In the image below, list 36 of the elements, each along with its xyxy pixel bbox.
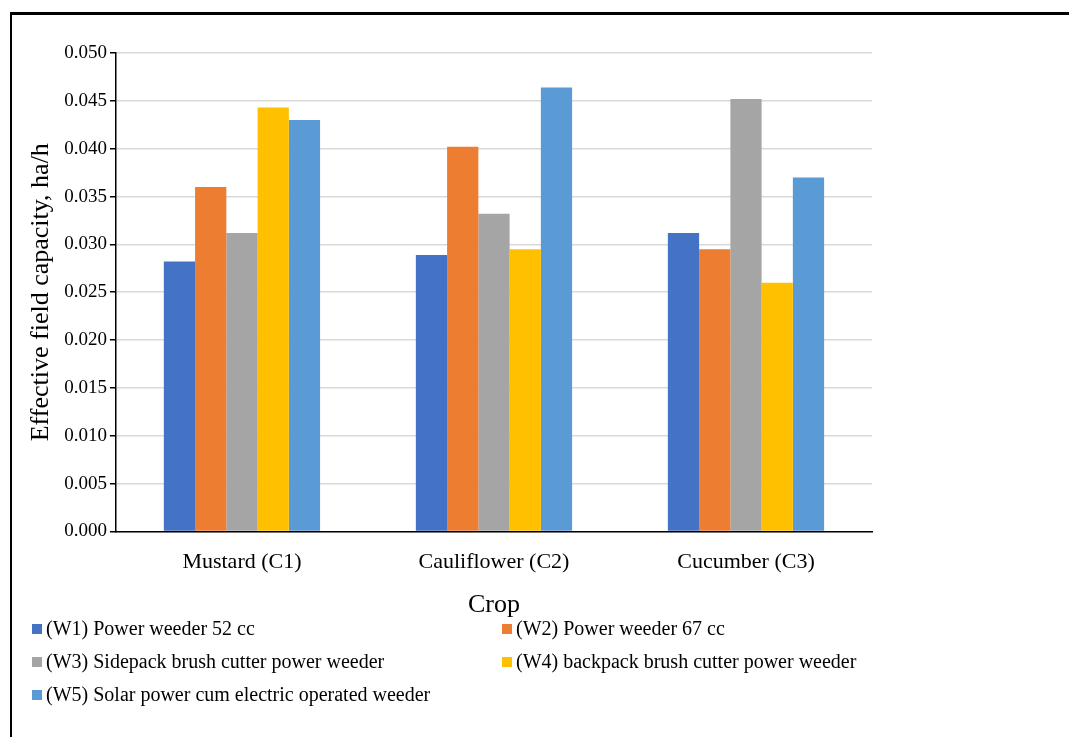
y-tick-label: 0.025 [64,280,107,302]
bar [195,186,227,531]
bar [699,249,731,531]
bar [447,146,479,531]
bar [792,177,825,531]
y-axis-title: Effective field capacity, ha/h [25,143,55,442]
x-tick-label: Cauliflower (C2) [418,548,570,574]
bar [288,119,321,531]
bar [415,254,448,531]
x-axis-title: Crop [467,589,520,619]
y-tick-label: 0.005 [64,471,107,493]
bar [226,232,258,531]
legend-label: (W3) Sidepack brush cutter power weeder [46,650,385,673]
y-tick-label: 0.015 [64,375,107,397]
y-tick-label: 0.045 [64,88,107,110]
y-tick-label: 0.040 [64,136,107,158]
bar [540,87,573,531]
bar [730,98,762,531]
bar [667,232,700,531]
bar [163,261,196,531]
bar [478,213,510,531]
x-tick-label: Mustard (C1) [182,548,302,574]
legend-label: (W2) Power weeder 67 cc [516,617,725,640]
y-tick-label: 0.020 [64,328,107,350]
bar [761,282,793,531]
y-tick-label: 0.030 [64,232,107,254]
legend-label: (W4) backpack brush cutter power weeder [516,650,857,673]
y-tick-label: 0.035 [64,184,107,206]
y-tick-label: 0.000 [64,519,107,541]
y-tick-label: 0.050 [64,40,107,62]
legend-label: (W1) Power weeder 52 cc [46,617,255,640]
legend-label: (W5) Solar power cum electric operated weeder [46,683,431,706]
y-tick-label: 0.010 [64,423,107,445]
bar [509,249,541,531]
bar [257,107,289,531]
x-tick-label: Cucumber (C3) [677,548,815,574]
